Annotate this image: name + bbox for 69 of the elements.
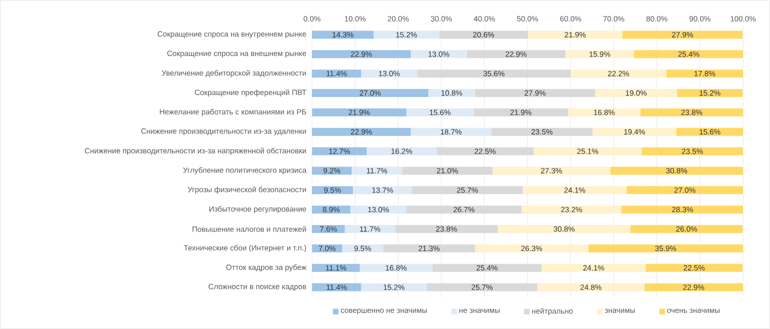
- bar: [395, 225, 498, 234]
- bar: [677, 89, 743, 97]
- bar: [402, 166, 493, 175]
- bar: [374, 30, 440, 39]
- bar: [352, 166, 402, 175]
- bar: [312, 264, 360, 272]
- bar: [588, 244, 744, 252]
- bar: [592, 128, 676, 136]
- bar: [634, 50, 744, 58]
- bar: [570, 70, 666, 78]
- bar: [644, 283, 744, 292]
- bar: [474, 108, 568, 116]
- bar: [565, 50, 634, 58]
- bar: [610, 166, 744, 175]
- bar: [312, 206, 350, 214]
- bar: [312, 30, 374, 39]
- bar: [312, 70, 362, 78]
- bar: [428, 89, 475, 97]
- bar: [522, 186, 627, 194]
- bar: [312, 186, 353, 194]
- bar: [646, 264, 743, 272]
- bar: [622, 30, 743, 39]
- bar: [436, 147, 534, 156]
- bar: [439, 30, 528, 39]
- bar: [432, 264, 542, 272]
- bar: [676, 128, 744, 136]
- bar: [312, 89, 428, 97]
- bar: [366, 147, 437, 156]
- bar: [406, 206, 522, 214]
- bar: [474, 89, 596, 97]
- bar: [361, 283, 427, 292]
- bar: [534, 147, 642, 156]
- bar: [417, 70, 571, 78]
- bar: [410, 128, 492, 136]
- bar: [595, 89, 678, 97]
- bar: [342, 244, 384, 252]
- bar: [312, 128, 411, 136]
- bar: [521, 206, 622, 214]
- bar: [426, 283, 538, 292]
- bar: [666, 70, 744, 78]
- bar: [626, 186, 744, 194]
- bar: [344, 225, 396, 234]
- bar: [621, 206, 744, 214]
- bar: [528, 30, 622, 39]
- bar: [492, 166, 610, 175]
- bar: [312, 108, 406, 116]
- bar: [352, 186, 412, 194]
- bar: [350, 206, 406, 214]
- bar: [542, 264, 646, 272]
- bar: [491, 128, 593, 136]
- bar: [630, 225, 743, 234]
- bar: [498, 225, 631, 234]
- bar: [568, 108, 640, 116]
- bar: [640, 108, 744, 116]
- bar: [312, 225, 345, 234]
- bar: [537, 283, 644, 292]
- bar: [406, 108, 474, 116]
- bar: [312, 283, 362, 292]
- bar: [412, 186, 523, 194]
- bar: [312, 147, 367, 156]
- bar: [360, 264, 432, 272]
- bar: [466, 50, 566, 58]
- bar: [474, 244, 588, 252]
- bar: [312, 166, 352, 175]
- bar: [383, 244, 475, 252]
- bar: [642, 147, 744, 156]
- bar: [361, 70, 418, 78]
- bar: [312, 50, 411, 58]
- bar: [410, 50, 467, 58]
